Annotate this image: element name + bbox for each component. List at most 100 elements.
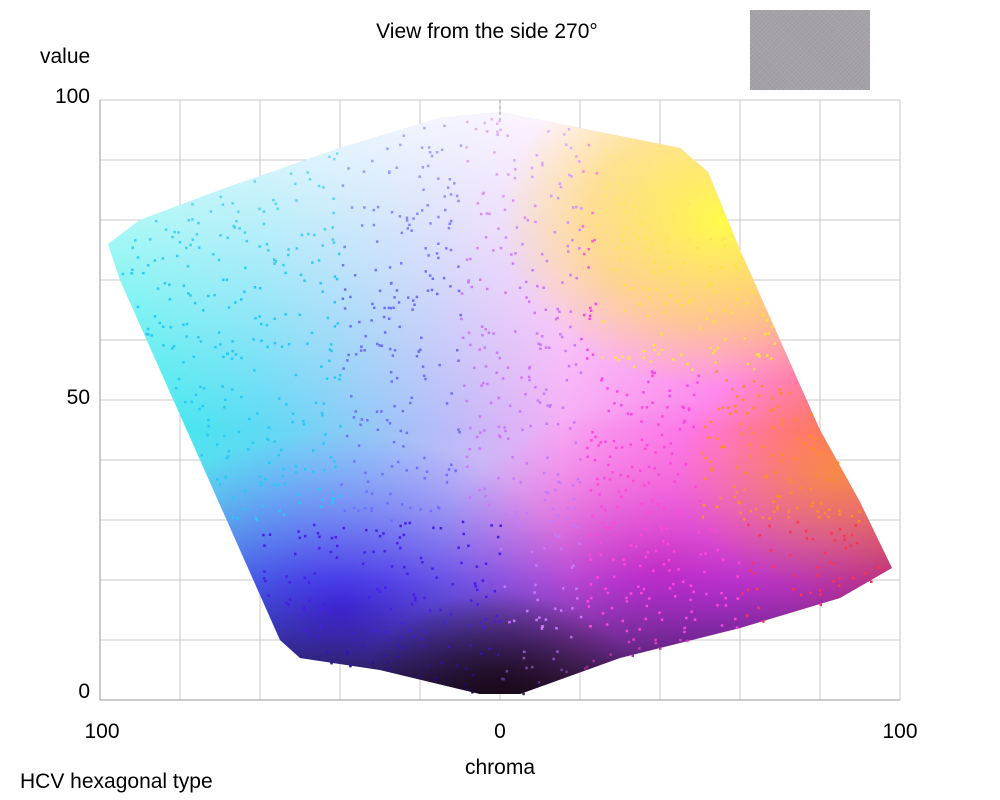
scatter-point xyxy=(819,450,822,454)
scatter-point xyxy=(360,224,364,227)
scatter-point xyxy=(219,234,222,237)
scatter-point xyxy=(498,356,501,360)
scatter-point xyxy=(291,420,294,424)
scatter-point xyxy=(277,453,281,457)
scatter-point xyxy=(262,533,265,537)
scatter-point xyxy=(612,521,615,525)
scatter-point xyxy=(212,253,215,256)
scatter-point xyxy=(469,599,473,602)
scatter-point xyxy=(638,469,642,472)
scatter-point xyxy=(619,473,622,477)
scatter-point xyxy=(199,340,203,343)
scatter-point xyxy=(838,509,841,512)
scatter-point xyxy=(429,509,433,513)
scatter-point xyxy=(734,410,737,413)
scatter-point xyxy=(696,186,700,189)
scatter-point xyxy=(426,204,429,207)
scatter-point xyxy=(294,464,298,468)
scatter-point xyxy=(808,435,812,438)
scatter-point xyxy=(596,477,599,481)
scatter-point xyxy=(330,536,334,540)
scatter-point xyxy=(515,226,519,229)
scatter-point xyxy=(625,166,628,169)
scatter-point xyxy=(588,553,592,557)
scatter-point xyxy=(263,577,266,580)
scatter-point xyxy=(774,471,777,474)
scatter-point xyxy=(626,247,629,250)
scatter-point xyxy=(600,379,603,382)
scatter-point xyxy=(615,446,618,449)
scatter-point xyxy=(468,447,472,451)
scatter-point xyxy=(260,339,263,342)
scatter-point xyxy=(681,304,684,307)
scatter-point xyxy=(254,516,258,520)
scatter-point xyxy=(419,508,422,511)
scatter-point xyxy=(333,301,336,304)
scatter-point xyxy=(435,151,439,154)
scatter-point xyxy=(258,207,261,211)
scatter-point xyxy=(231,349,234,353)
scatter-point xyxy=(692,159,696,162)
scatter-point xyxy=(383,654,386,657)
scatter-point xyxy=(134,239,137,242)
scatter-point xyxy=(285,403,288,406)
scatter-point xyxy=(323,602,326,606)
x-axis-label: chroma xyxy=(464,756,536,779)
scatter-point xyxy=(787,516,790,519)
scatter-point xyxy=(635,545,638,548)
scatter-point xyxy=(175,386,178,390)
scatter-point xyxy=(716,346,720,350)
scatter-point xyxy=(606,591,610,595)
scatter-point xyxy=(621,240,624,243)
scatter-point xyxy=(563,133,566,136)
scatter-point xyxy=(460,292,464,295)
scatter-point xyxy=(533,311,536,315)
scatter-point xyxy=(612,439,616,443)
scatter-point xyxy=(549,404,552,407)
scatter-point xyxy=(234,353,238,356)
scatter-point xyxy=(189,294,192,297)
scatter-point xyxy=(810,413,813,416)
scatter-point xyxy=(370,506,374,510)
scatter-point xyxy=(586,455,589,458)
scatter-point xyxy=(430,288,434,292)
scatter-point xyxy=(753,572,756,575)
scatter-point xyxy=(486,287,489,291)
scatter-point xyxy=(481,333,484,337)
scatter-point xyxy=(776,495,779,498)
scatter-point xyxy=(540,627,544,630)
scatter-point xyxy=(317,184,321,188)
scatter-point xyxy=(647,465,651,469)
scatter-point xyxy=(390,465,394,468)
scatter-point xyxy=(365,490,368,493)
scatter-point xyxy=(547,346,551,349)
scatter-point xyxy=(421,637,424,641)
scatter-point xyxy=(536,399,540,402)
scatter-point xyxy=(597,134,600,137)
scatter-point xyxy=(486,382,489,386)
scatter-point xyxy=(496,122,499,125)
scatter-point xyxy=(720,591,723,595)
scatter-point xyxy=(343,509,347,512)
scatter-point xyxy=(609,653,612,656)
scatter-point xyxy=(255,518,259,521)
scatter-point xyxy=(757,606,760,610)
scatter-point xyxy=(318,487,321,491)
scatter-point xyxy=(357,444,361,447)
scatter-point xyxy=(666,406,669,409)
scatter-point xyxy=(402,134,406,137)
scatter-point xyxy=(690,610,693,613)
scatter-point xyxy=(534,386,537,389)
scatter-point xyxy=(368,596,371,599)
scatter-point xyxy=(858,510,861,513)
scatter-point xyxy=(328,348,332,351)
scatter-point xyxy=(730,234,733,237)
scatter-point xyxy=(505,670,509,673)
scatter-point xyxy=(545,259,549,263)
scatter-point xyxy=(787,510,790,513)
scatter-point xyxy=(804,529,808,533)
scatter-point xyxy=(539,343,542,346)
scatter-point xyxy=(266,345,269,349)
scatter-point xyxy=(651,499,654,502)
scatter-point xyxy=(469,644,472,647)
